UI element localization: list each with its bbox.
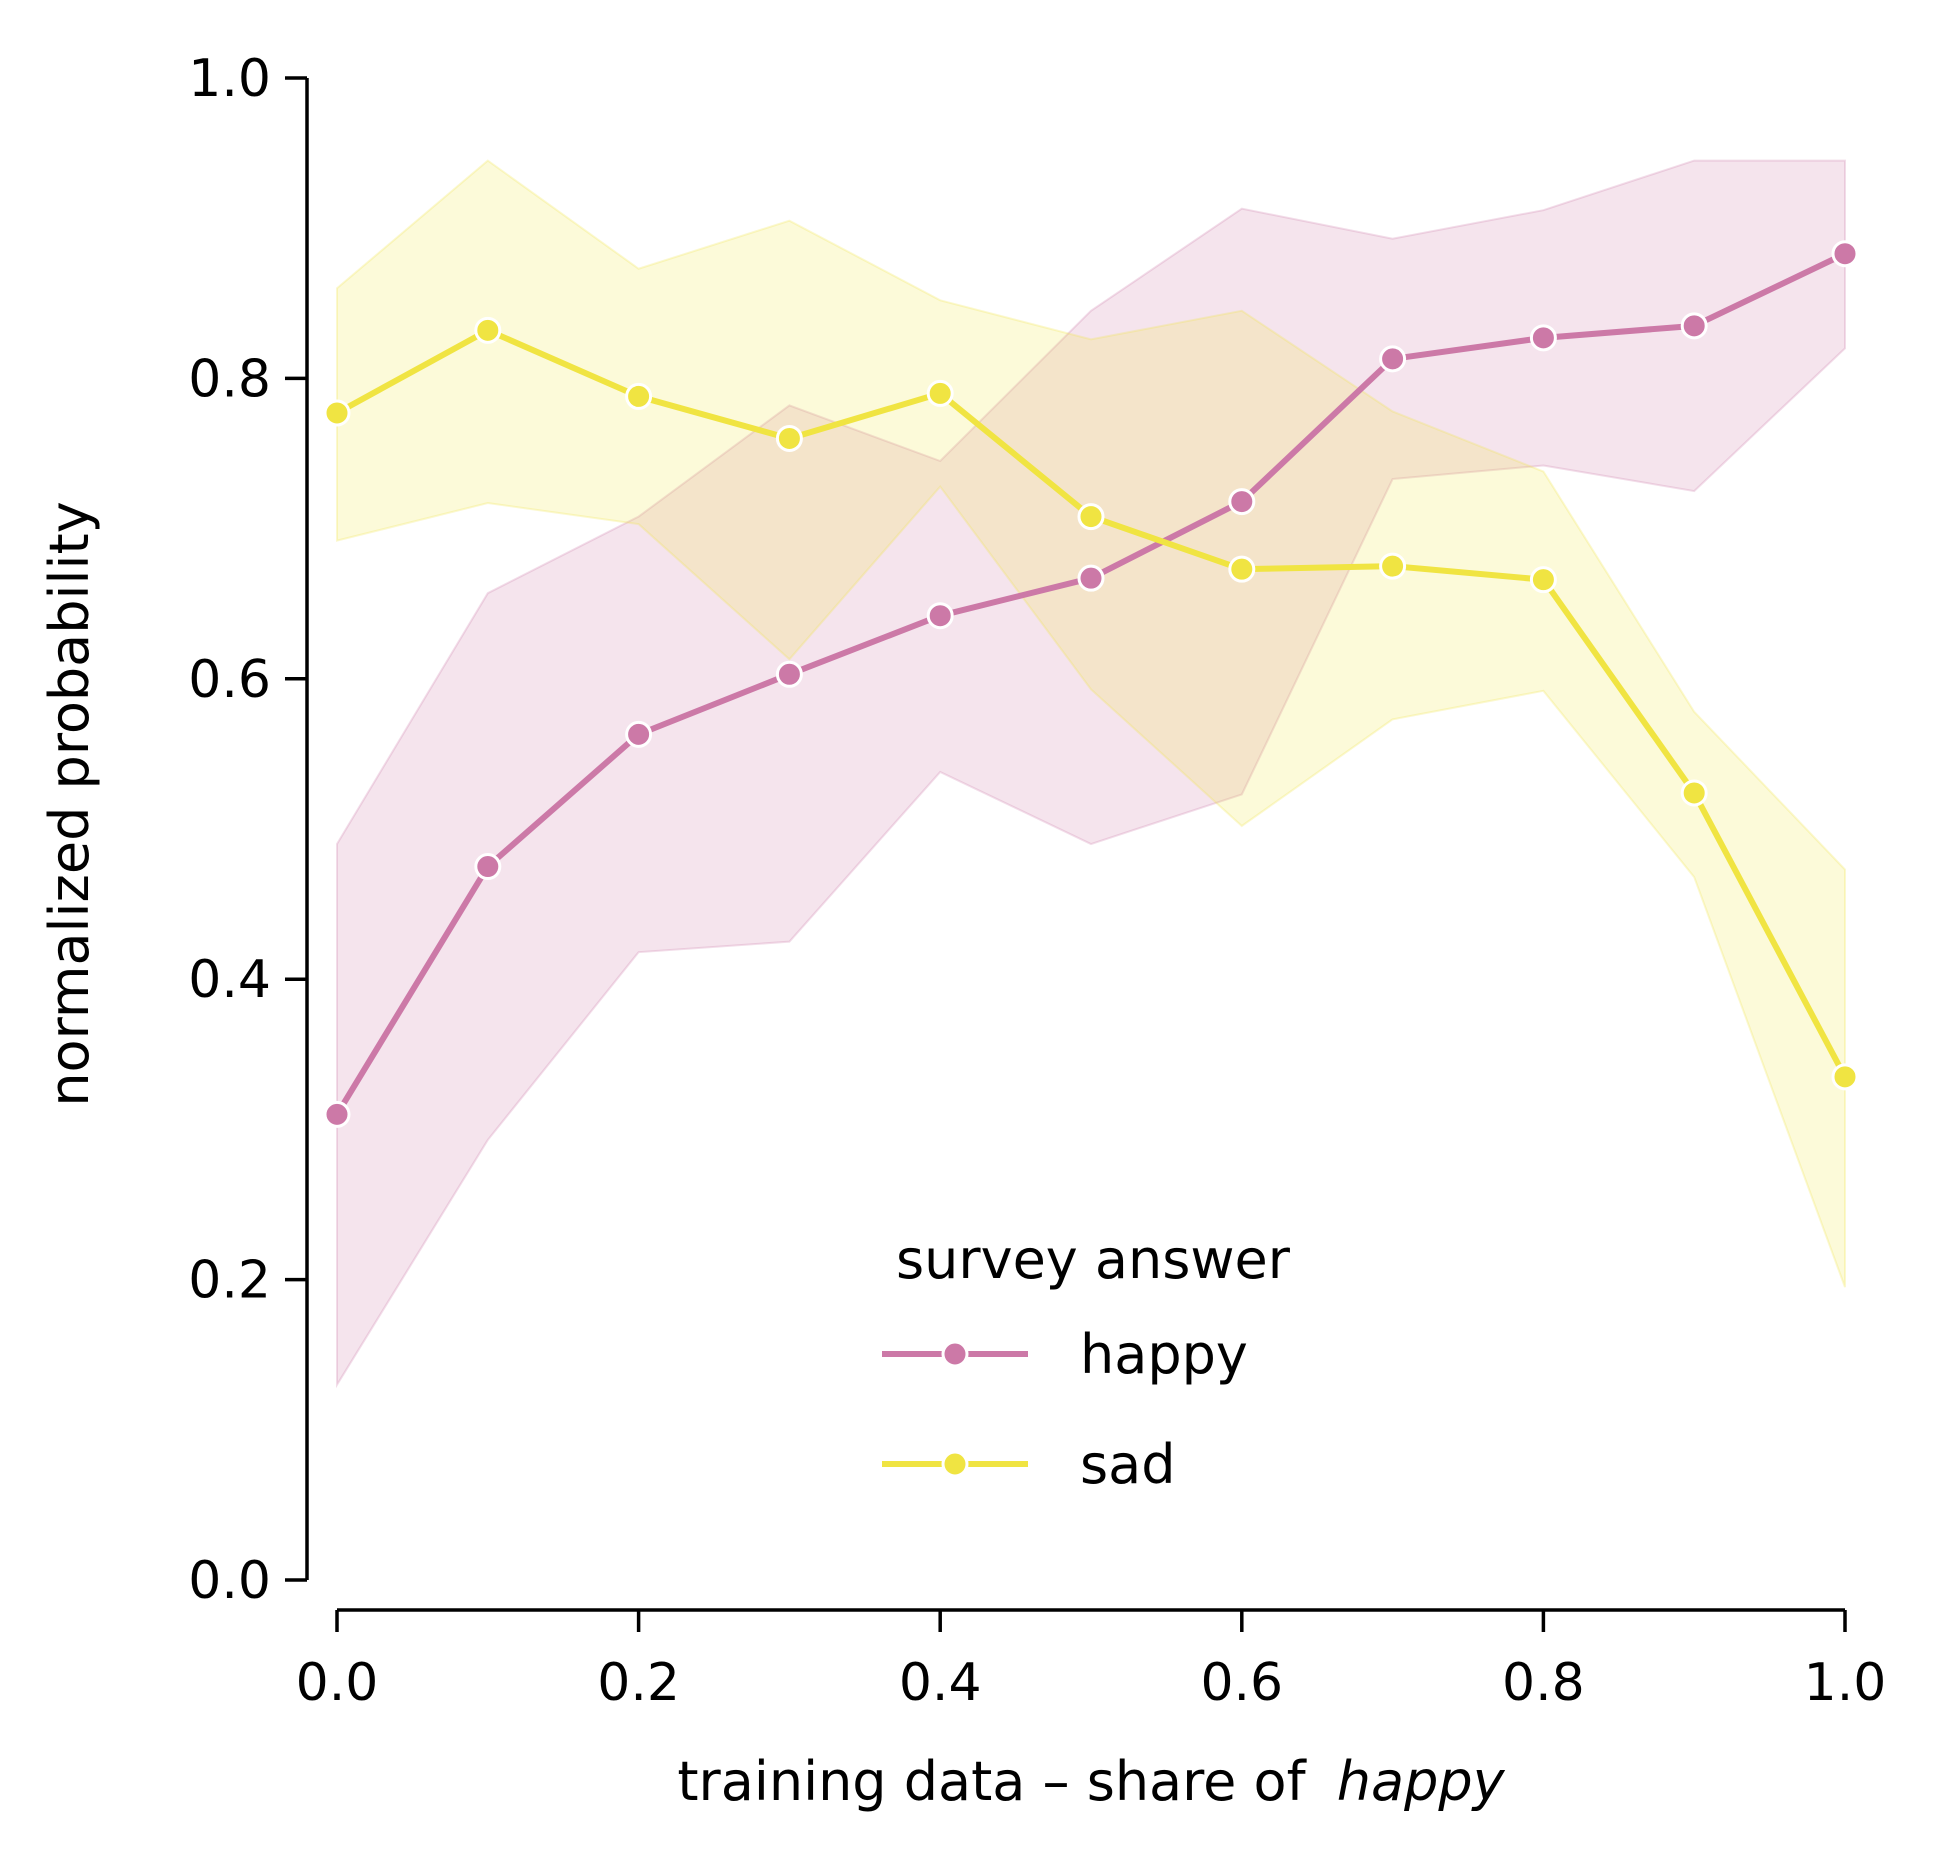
- y-tick-label: 1.0: [188, 49, 271, 109]
- sad-confidence-band: [336, 159, 1846, 1288]
- legend-title: survey answer: [896, 1228, 1291, 1291]
- legend-swatch-marker: [941, 1340, 969, 1368]
- happy-point: [474, 853, 502, 881]
- happy-point: [625, 720, 653, 748]
- legend-item-happy: happy: [882, 1323, 1248, 1386]
- happy-point: [775, 660, 803, 688]
- sad-point: [775, 424, 803, 452]
- sad-point: [625, 382, 653, 410]
- sad-point: [1077, 503, 1105, 531]
- legend: survey answer happy sad: [882, 1228, 1291, 1496]
- happy-point: [1529, 324, 1557, 352]
- sad-point: [1680, 779, 1708, 807]
- x-axis-label: training data – share of happy: [677, 1750, 1505, 1813]
- happy-point: [323, 1100, 351, 1128]
- sad-point: [323, 399, 351, 427]
- y-tick-label: 0.0: [188, 1551, 271, 1611]
- happy-point: [1379, 345, 1407, 373]
- happy-point: [1077, 564, 1105, 592]
- x-axis-label-emphasis: happy: [1337, 1750, 1506, 1813]
- x-tick-label: 0.2: [597, 1653, 680, 1713]
- y-axis-ticks: 0.0 0.2 0.4 0.6 0.8 1.0: [188, 49, 307, 1611]
- axes: [305, 78, 1845, 1612]
- x-tick-label: 0.8: [1502, 1653, 1585, 1713]
- x-tick-label: 0.4: [899, 1653, 982, 1713]
- sad-point: [1529, 566, 1557, 594]
- sad-point: [1831, 1063, 1859, 1091]
- series-points: [323, 240, 1859, 1128]
- legend-item-sad: sad: [882, 1433, 1176, 1496]
- happy-confidence-band: [336, 159, 1846, 1389]
- x-axis-ticks: 0.0 0.2 0.4 0.6 0.8 1.0: [296, 1610, 1887, 1713]
- y-tick-label: 0.4: [188, 950, 271, 1010]
- sad-point: [1379, 552, 1407, 580]
- sad-point: [1228, 555, 1256, 583]
- legend-label: sad: [1080, 1433, 1176, 1496]
- legend-swatch-marker: [941, 1450, 969, 1478]
- happy-point: [1831, 240, 1859, 268]
- confidence-bands: [336, 159, 1846, 1389]
- y-tick-label: 0.6: [188, 650, 271, 710]
- sad-point: [474, 316, 502, 344]
- x-tick-label: 0.0: [296, 1653, 379, 1713]
- y-tick-label: 0.2: [188, 1251, 271, 1311]
- x-tick-label: 1.0: [1804, 1653, 1887, 1713]
- x-tick-label: 0.6: [1200, 1653, 1283, 1713]
- legend-label: happy: [1080, 1323, 1248, 1386]
- happy-point: [1228, 488, 1256, 516]
- x-axis-label-main: training data – share of: [677, 1750, 1307, 1813]
- happy-point: [1680, 312, 1708, 340]
- happy-point: [926, 602, 954, 630]
- y-tick-label: 0.8: [188, 349, 271, 409]
- y-axis-label: normalized probability: [38, 501, 101, 1106]
- sad-point: [926, 379, 954, 407]
